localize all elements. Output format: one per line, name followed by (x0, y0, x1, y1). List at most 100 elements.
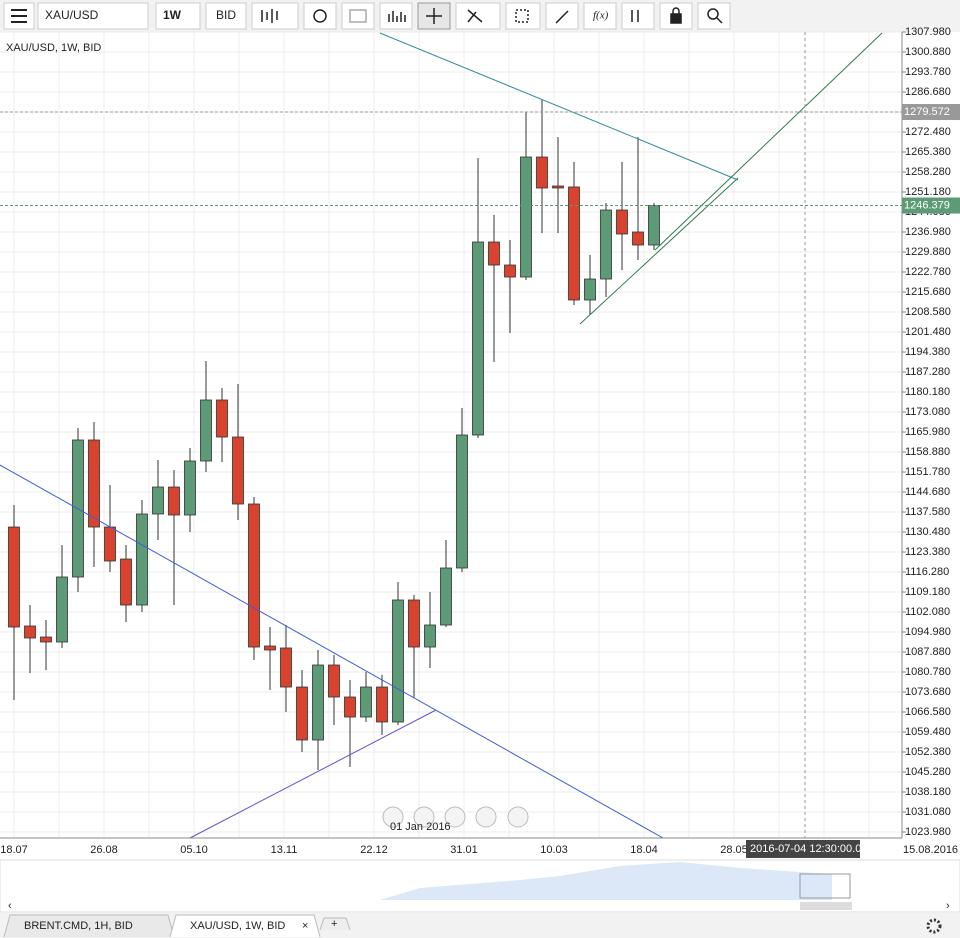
candle-body (232, 436, 244, 505)
candle-body (392, 599, 404, 723)
candle-body (40, 636, 52, 643)
price-tag-label: 1279.572 (904, 106, 950, 118)
candle-body (248, 503, 260, 648)
navigator-area (380, 862, 832, 900)
candle-body (296, 686, 308, 741)
price-tag (902, 104, 960, 121)
tab-label: BRENT.CMD, 1H, BID (24, 920, 133, 932)
navigator-window[interactable] (799, 873, 851, 899)
y-tick-label: 1194.380 (905, 346, 950, 358)
candle-body (616, 209, 628, 235)
y-tick-label: 1180.180 (905, 386, 950, 398)
candle-body (552, 185, 564, 189)
candle-body (584, 278, 596, 301)
candle-body (424, 624, 436, 648)
candle-body (648, 205, 660, 246)
candle-body (88, 439, 100, 528)
candle-body (600, 209, 612, 280)
y-tick-label: 1094.980 (905, 626, 951, 638)
instrument-select[interactable] (37, 2, 149, 30)
y-tick-label: 1229.880 (905, 246, 951, 258)
tab-close[interactable]: × (302, 920, 308, 932)
candle-body (56, 576, 68, 643)
y-tick-label: 1045.280 (905, 766, 951, 778)
x-tick-label: 26.08 (90, 844, 118, 856)
y-tick-label: 1023.980 (905, 826, 951, 838)
x-tick-label: 13.11 (271, 844, 298, 856)
side-select[interactable] (205, 2, 247, 30)
navigator-tooltip: 01 Jan 2016 (390, 821, 451, 833)
crosshair-time-tag (746, 840, 860, 858)
x-tick-label: 31.01 (450, 844, 478, 856)
nav-right[interactable]: › (946, 900, 950, 912)
y-tick-label: 1031.080 (905, 806, 951, 818)
y-tick-label: 1087.880 (905, 646, 951, 658)
candle-body (472, 241, 484, 436)
side: BID (216, 8, 236, 22)
price-tag (902, 197, 960, 214)
candle-body (456, 434, 468, 569)
fx-icon: f(x) (593, 10, 609, 22)
candle-body (536, 156, 548, 189)
candle-body (8, 526, 20, 628)
x-end-label: 15.08.2016 (903, 844, 958, 856)
candle-body (168, 486, 180, 516)
y-tick-label: 1144.680 (905, 486, 950, 498)
candle-body (104, 526, 116, 562)
crosshair-time: 2016-07-04 12:30:00.0 (750, 843, 861, 855)
candle-body (568, 186, 580, 301)
toolbar-buttons[interactable] (251, 2, 731, 30)
trend-lines (0, 32, 883, 839)
plot-area: 1023.980 1031.080 1038.180 1045.280 1052.380… (0, 26, 951, 856)
new-tab-plus: + (331, 918, 337, 930)
y-tick-label: 1215.680 (905, 286, 951, 298)
candle-body (152, 486, 164, 515)
y-tick-label: 1251.180 (905, 186, 951, 198)
x-tick-label: 18.04 (630, 844, 658, 856)
candle-body (216, 399, 228, 438)
y-tick-label: 1293.780 (905, 66, 951, 78)
y-tick-label: 1066.580 (905, 706, 951, 718)
candle-body (376, 686, 388, 723)
navigator-scroll[interactable] (800, 902, 852, 910)
navigator-buttons[interactable] (382, 806, 529, 828)
y-tick-label: 1300.880 (905, 46, 951, 58)
candle-body (632, 231, 644, 246)
y-tick-label: 1080.780 (905, 666, 951, 678)
y-tick-label: 1038.180 (905, 786, 951, 798)
candle-body (408, 599, 420, 648)
candle-body (264, 645, 276, 651)
y-tick-label: 1052.380 (905, 746, 951, 758)
tab-active[interactable] (169, 914, 321, 938)
price-tag-label: 1246.379 (904, 199, 950, 211)
candle-body (24, 625, 36, 639)
y-tick-label: 1208.580 (905, 306, 951, 318)
y-tick-label: 1222.780 (905, 266, 951, 278)
y-tick-label: 1201.480 (905, 326, 951, 338)
candle-body (136, 513, 148, 606)
x-tick-label: 18.07 (0, 844, 28, 856)
candle-body (520, 156, 532, 278)
candle-body (328, 664, 340, 698)
y-tick-label: 1073.680 (905, 686, 951, 698)
tab[interactable] (3, 914, 175, 938)
y-tick-label: 1187.280 (905, 366, 950, 378)
nav-left[interactable]: ‹ (8, 900, 12, 912)
y-tick-label: 1151.780 (905, 466, 950, 478)
candle-body (120, 558, 132, 606)
candle-body (504, 264, 516, 278)
settings[interactable] (926, 918, 942, 934)
y-tick-label: 1130.480 (905, 526, 950, 538)
x-tick-label: 10.03 (540, 844, 568, 856)
tab-label: XAU/USD, 1W, BID (190, 920, 285, 932)
y-tick-label: 1102.080 (905, 606, 950, 618)
new-tab[interactable] (319, 917, 351, 931)
period-select[interactable] (155, 2, 201, 30)
y-tick-label: 1123.380 (905, 546, 950, 558)
candle-body (184, 460, 196, 516)
y-tick-label: 1258.280 (905, 166, 951, 178)
menu-button[interactable] (3, 2, 35, 30)
x-tick-label: 05.10 (180, 844, 208, 856)
y-tick-label: 1109.180 (905, 586, 950, 598)
